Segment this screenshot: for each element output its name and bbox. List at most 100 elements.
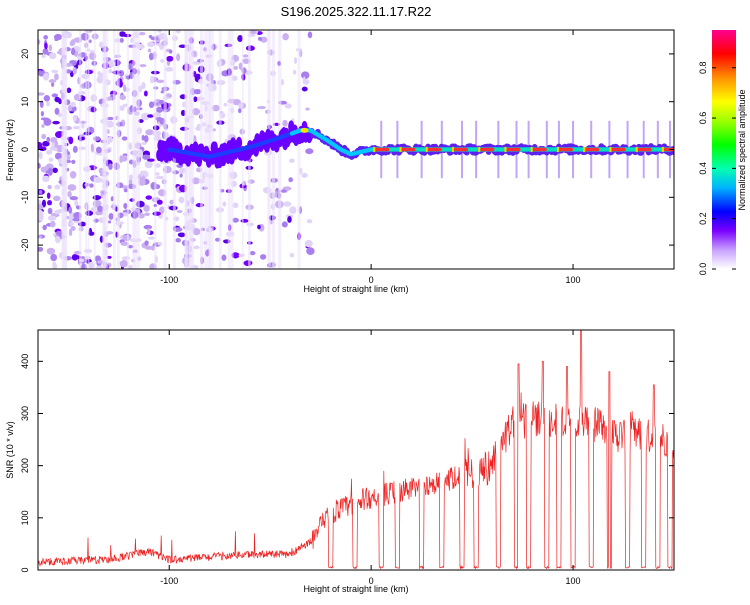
colorbar: 0.0 0.2 0.4 0.6 0.8 Normalized spectral ampl… <box>698 30 747 275</box>
noise-blob <box>41 133 47 140</box>
noise-blob <box>91 144 95 153</box>
noise-blob <box>121 136 128 141</box>
x-tick-label: 0 <box>369 576 374 586</box>
noise-blob <box>280 189 287 193</box>
colorbar-tick-label: 0.6 <box>698 112 708 125</box>
noise-blob <box>68 136 74 145</box>
noise-blob <box>90 94 97 103</box>
noise-blob <box>90 106 97 113</box>
noise-blob <box>71 47 76 56</box>
noise-blob <box>73 93 81 101</box>
noise-blob <box>193 96 198 103</box>
noise-blob <box>48 157 54 162</box>
y-tick-label: 300 <box>20 406 30 421</box>
signal-peak <box>663 147 674 152</box>
noise-blob <box>305 107 310 111</box>
noise-blob <box>232 98 241 106</box>
y-tick-label: 0 <box>20 567 30 572</box>
noise-blob <box>69 196 79 201</box>
noise-blob <box>138 178 146 186</box>
noise-blob <box>147 236 155 240</box>
noise-blob <box>49 220 56 228</box>
noise-blob <box>144 160 153 169</box>
noise-streak <box>85 30 88 269</box>
noise-blob <box>306 219 313 224</box>
x-tick-label: 100 <box>566 576 581 586</box>
noise-blob <box>288 177 294 183</box>
noise-blob <box>146 158 156 162</box>
noise-blob <box>257 224 261 230</box>
noise-streak <box>126 30 129 269</box>
noise-blob <box>138 32 146 36</box>
noise-blob <box>176 209 183 213</box>
noise-blob <box>54 209 61 215</box>
noise-streak <box>268 30 271 269</box>
noise-blob <box>249 250 256 256</box>
noise-blob <box>192 228 201 236</box>
noise-blob <box>301 86 308 92</box>
signal-edge <box>425 146 428 153</box>
spectrogram-ylabel: Frequency (Hz) <box>5 119 15 181</box>
noise-blob <box>93 176 103 183</box>
noise-blob <box>107 220 112 224</box>
noise-blob <box>156 199 163 205</box>
noise-blob <box>83 81 92 89</box>
noise-blob <box>51 69 59 74</box>
noise-blob <box>119 155 124 163</box>
noise-blob <box>68 206 73 214</box>
noise-blob <box>54 107 60 115</box>
noise-blob <box>97 71 102 76</box>
colorbar-tick-label: 0.8 <box>698 61 708 74</box>
noise-blob <box>166 55 174 62</box>
noise-streak <box>93 30 96 269</box>
noise-blob <box>160 90 165 94</box>
noise-blob <box>53 33 63 41</box>
noise-blob <box>51 93 59 98</box>
noise-blob <box>232 202 239 209</box>
noise-blob <box>54 152 63 160</box>
noise-blob <box>39 100 44 109</box>
noise-blob <box>118 31 126 37</box>
noise-blob <box>47 184 52 190</box>
noise-blob <box>84 256 92 260</box>
spectrogram-heatmap <box>38 30 674 269</box>
noise-blob <box>52 167 58 173</box>
colorbar-tick-label: 0.4 <box>698 162 708 175</box>
noise-blob <box>128 264 133 269</box>
noise-blob <box>149 75 155 84</box>
noise-blob <box>56 50 63 55</box>
noise-blob <box>42 72 50 81</box>
noise-streak <box>116 30 120 269</box>
noise-blob <box>222 201 227 207</box>
noise-blob <box>96 75 104 84</box>
snr-ylabel: SNR (10 * v/v) <box>5 421 15 479</box>
y-tick-label: 400 <box>20 354 30 369</box>
noise-blob <box>157 241 163 246</box>
noise-blob <box>143 135 149 143</box>
noise-blob <box>38 146 47 152</box>
noise-blob <box>38 204 44 210</box>
signal-edge <box>399 146 402 153</box>
noise-blob <box>38 163 41 169</box>
noise-blob <box>38 209 44 218</box>
chart-title: S196.2025.322.11.17.R22 <box>281 4 432 19</box>
noise-blob <box>52 261 57 269</box>
noise-blob <box>121 256 131 261</box>
y-tick-label: -10 <box>20 191 30 204</box>
noise-streak <box>87 30 90 269</box>
noise-blob <box>238 253 245 258</box>
noise-blob <box>164 66 174 72</box>
noise-blob <box>72 255 81 260</box>
noise-streak <box>134 30 138 269</box>
noise-blob <box>43 118 52 126</box>
noise-streak <box>79 30 82 269</box>
noise-blob <box>48 52 57 60</box>
noise-blob <box>237 35 243 42</box>
noise-blob <box>65 31 72 39</box>
noise-blob <box>159 206 165 214</box>
noise-blob <box>72 67 77 75</box>
noise-blob <box>282 201 292 207</box>
noise-blob <box>292 70 297 75</box>
noise-blob <box>46 149 53 155</box>
